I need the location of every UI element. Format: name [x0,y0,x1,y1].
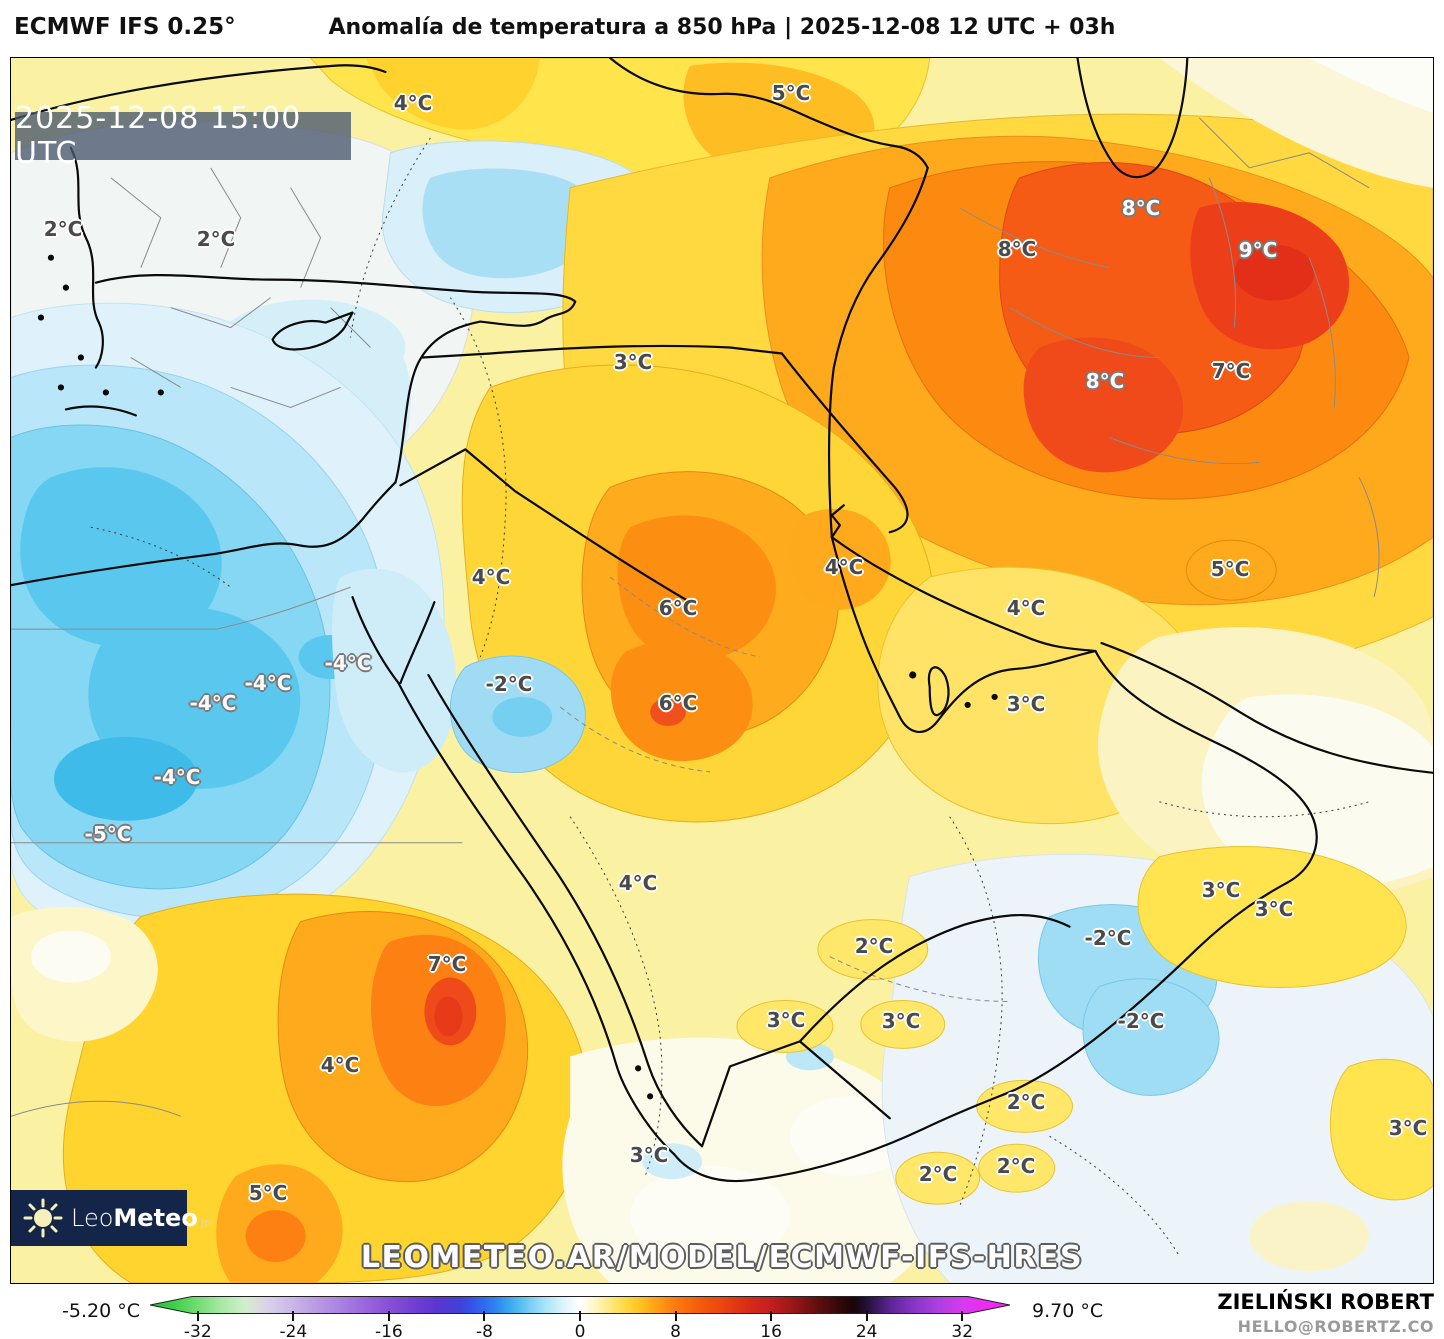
colorbar-tick-label: 24 [855,1322,878,1339]
colorbar-tick-label: -8 [475,1322,493,1339]
colorbar-min-value: -5.20 °C [62,1300,140,1322]
colorbar-tick-label: -16 [374,1322,403,1339]
temp-anomaly-label: 8°C [1121,196,1161,220]
temperature-fill-contours [11,58,1433,1283]
temp-anomaly-label: -2°C [485,672,533,696]
colorbar-tickmark [579,1311,581,1321]
temp-anomaly-label: 3°C [1006,692,1046,716]
coastlines [11,58,1433,1183]
temp-anomaly-label: 3°C [1388,1116,1428,1140]
colorbar-tickmark [770,1311,773,1321]
colorbar-tick-label: 16 [760,1322,782,1339]
temp-anomaly-label: -4°C [244,671,292,695]
temp-anomaly-label: 6°C [658,691,698,715]
colorbar: -32 -24 -16 -8 0 8 16 24 32 [149,1296,1011,1339]
header-bar: ECMWF IFS 0.25° Anomalía de temperatura … [0,0,1444,57]
temp-anomaly-label: 9°C [1238,238,1278,262]
colorbar-ticks: -32 -24 -16 -8 0 8 16 24 32 [150,1296,1010,1339]
credit-contact: HELLO@ROBERTZ.CO [1237,1317,1434,1336]
temp-anomaly-label: 4°C [393,91,433,115]
anomaly-map-canvas [11,58,1433,1283]
temp-anomaly-label: -4°C [189,691,237,715]
temp-anomaly-label: 2°C [996,1154,1036,1178]
colorbar-tickmark [674,1311,677,1321]
temp-anomaly-label: 2°C [1006,1090,1046,1114]
temp-anomaly-label: 4°C [471,565,511,589]
sun-icon [23,1198,63,1238]
temp-anomaly-label: 5°C [248,1181,288,1205]
temp-anomaly-label: 8°C [1085,369,1125,393]
temp-anomaly-label: 3°C [766,1008,806,1032]
colorbar-tickmark [483,1311,486,1321]
temp-anomaly-label: -4°C [324,651,372,675]
colorbar-tickmark [865,1311,868,1321]
temp-anomaly-label: 2°C [43,217,83,241]
colorbar-tickmark [387,1311,390,1321]
colorbar-tickmark [292,1311,295,1321]
footer-bar: -5.20 °C -32 -24 -16 -8 0 8 16 24 32 9.70 °C ZIE… [0,1284,1444,1339]
temp-anomaly-label: 4°C [1006,596,1046,620]
temp-anomaly-label: 3°C [881,1009,921,1033]
temp-anomaly-label: 4°C [320,1053,360,1077]
colorbar-tick-label: -32 [183,1322,212,1339]
colorbar-tick-label: 32 [951,1322,974,1339]
temp-anomaly-label: 7°C [1211,359,1251,383]
anomaly-map: 2025-12-08 15:00 UTC 4°C 5°C 2°C 2°C 8°C 8°C 9… [10,57,1434,1284]
temp-anomaly-label: 8°C [997,237,1037,261]
colorbar-tick-label: 8 [670,1322,681,1339]
colorbar-max-value: 9.70 °C [1032,1300,1104,1322]
temp-anomaly-label: -5°C [84,822,132,846]
admin-borders [11,117,1380,1117]
model-name: ECMWF IFS 0.25° [14,14,236,40]
temp-anomaly-label: 2°C [854,934,894,958]
temp-anomaly-label: 2°C [918,1162,958,1186]
temp-anomaly-label: -2°C [1117,1009,1165,1033]
watermark-url: LEOMETEO.AR/MODEL/ECMWF-IFS-HRES [360,1240,1084,1275]
logo-wordmark: LeoMeteo.jp [71,1204,212,1232]
colorbar-tick-label: 0 [574,1322,586,1339]
colorbar-tickmark [196,1311,199,1321]
temp-anomaly-label: 3°C [1254,897,1294,921]
temp-anomaly-label: 4°C [618,871,658,895]
colorbar-tick-label: -24 [279,1322,308,1339]
temp-anomaly-label: 6°C [658,596,698,620]
temp-anomaly-label: 5°C [771,81,811,105]
temp-anomaly-label: -2°C [1084,926,1132,950]
temp-anomaly-label: 3°C [629,1143,669,1167]
dashed-contour-lines [90,137,1370,1257]
temp-anomaly-label: -4°C [153,765,201,789]
map-label-layer: 4°C 5°C 2°C 2°C 8°C 8°C 9°C 3°C 8°C 7°C 4°C 4°C 6°C 4… [11,58,1433,1283]
temp-anomaly-label: 2°C [196,227,236,251]
leometeo-logo: LeoMeteo.jp [11,1190,211,1246]
temp-anomaly-label: 7°C [427,952,467,976]
temp-anomaly-label: 3°C [613,350,653,374]
temp-anomaly-label: 4°C [824,555,864,579]
temp-anomaly-label: 5°C [1210,557,1250,581]
colorbar-tickmark [961,1311,964,1321]
page-title: Anomalía de temperatura a 850 hPa | 2025… [328,15,1116,40]
temp-anomaly-label: 3°C [1201,878,1241,902]
credit-author: ZIELIŃSKI ROBERT [1217,1290,1434,1314]
